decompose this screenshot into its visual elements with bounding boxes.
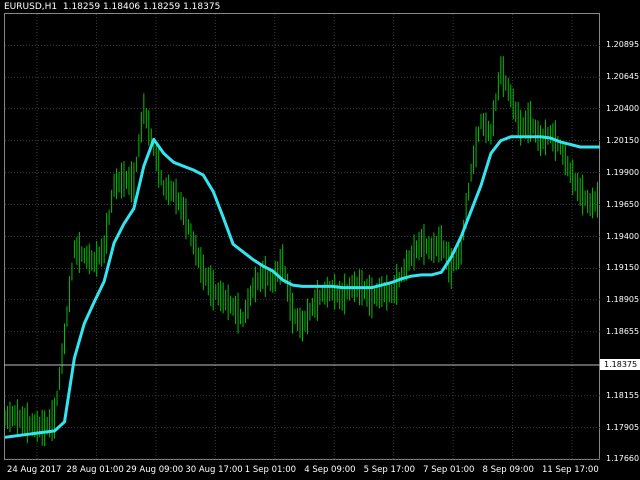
y-tick-label: 1.19900	[606, 167, 640, 177]
y-tick-label: 1.17660	[606, 454, 640, 463]
x-tick-label: 30 Aug 17:00	[185, 465, 243, 475]
y-tick-label: 1.19150	[606, 263, 640, 273]
y-tick-label: 1.20645	[606, 72, 640, 82]
y-tick-label: 1.18905	[606, 294, 640, 304]
x-tick-label: 24 Aug 2017	[7, 465, 62, 475]
y-tick-label: 1.17905	[606, 422, 640, 432]
y-tick-label: 1.20400	[606, 103, 640, 113]
y-tick-label: 1.19650	[606, 199, 640, 209]
x-tick-label: 28 Aug 01:00	[66, 465, 124, 475]
x-tick-label: 4 Sep 09:00	[304, 465, 356, 475]
moving-average-layer	[4, 135, 600, 439]
grid-lines	[5, 14, 600, 460]
y-tick-label: 1.19400	[606, 231, 640, 241]
x-tick-label: 11 Sep 17:00	[542, 465, 599, 475]
ohlc-values: 1.18259 1.18406 1.18259 1.18375	[62, 2, 221, 12]
x-tick-label: 5 Sep 17:00	[363, 465, 415, 475]
x-tick-label: 7 Sep 01:00	[423, 465, 475, 475]
current-price-tag: 1.18375	[600, 359, 640, 370]
price-bars	[4, 56, 599, 447]
x-tick-label: 29 Aug 09:00	[125, 465, 184, 475]
moving-average-line	[4, 135, 600, 439]
symbol-label: EURUSD,H1	[4, 2, 58, 12]
x-tick-label: 1 Sep 01:00	[244, 465, 297, 475]
y-tick-label: 1.20150	[606, 135, 640, 145]
x-tick-label: 8 Sep 09:00	[482, 465, 534, 475]
y-tick-label: 1.18655	[606, 326, 640, 336]
y-tick-label: 1.18155	[606, 390, 640, 400]
y-tick-label: 1.20895	[606, 40, 640, 50]
symbol-info: EURUSD,H1 1.18259 1.18406 1.18259 1.1837…	[4, 2, 220, 12]
